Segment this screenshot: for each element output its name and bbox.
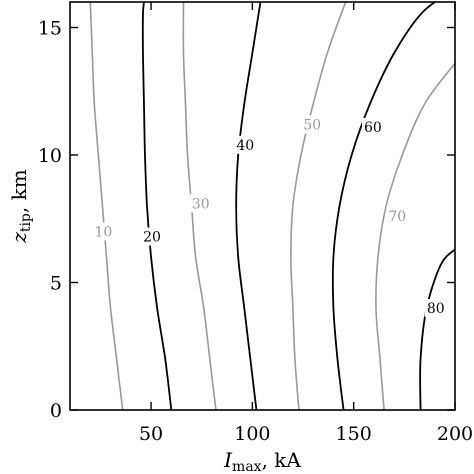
contour-label-70: 70 xyxy=(388,209,406,225)
y-axis-label-sub: tip xyxy=(18,213,34,232)
contour-line-60 xyxy=(331,2,437,410)
contour-line-50 xyxy=(290,2,347,410)
contour-label-bg-10 xyxy=(92,222,115,241)
contour-label-bg-40 xyxy=(234,135,257,154)
x-axis-label-unit: , kA xyxy=(262,448,302,472)
x-tick-label-150: 150 xyxy=(336,423,372,445)
x-axis-label-main: I xyxy=(223,448,233,472)
plot-frame xyxy=(69,1,456,411)
y-tick-label-15: 15 xyxy=(38,18,62,40)
contour-label-60: 60 xyxy=(364,120,382,136)
y-tick-label-0: 0 xyxy=(50,400,62,422)
axis-ticks xyxy=(70,2,456,411)
x-tick-label-50: 50 xyxy=(139,423,163,445)
contour-label-10: 10 xyxy=(95,225,113,241)
contour-line-10 xyxy=(89,2,124,410)
y-axis-label: ztip, km xyxy=(7,169,34,243)
tick-labels: 50 100 150 200 0 5 10 15 xyxy=(38,18,473,446)
contour-label-50: 50 xyxy=(303,117,321,133)
x-axis-label-sub: max xyxy=(232,459,262,474)
y-axis-label-main: z xyxy=(7,232,31,244)
contour-label-bg-20 xyxy=(141,227,164,246)
contour-label-bg-50 xyxy=(301,115,324,134)
contour-line-40 xyxy=(235,2,262,410)
contour-label-bg-30 xyxy=(189,194,212,213)
y-tick-label-10: 10 xyxy=(38,145,62,167)
x-axis-label: Imax, kA xyxy=(223,448,301,474)
contour-lines xyxy=(89,2,455,410)
contour-label-40: 40 xyxy=(236,138,254,154)
contour-line-80 xyxy=(419,248,455,410)
contour-labels: 10 20 30 40 50 60 70 80 xyxy=(92,115,447,317)
x-tick-label-200: 200 xyxy=(437,423,473,445)
y-tick-label-5: 5 xyxy=(50,273,62,295)
y-axis-label-unit: , km xyxy=(7,169,31,213)
contour-line-20 xyxy=(141,2,173,410)
contour-label-bg-70 xyxy=(386,207,409,226)
contour-label-30: 30 xyxy=(192,196,210,212)
x-tick-label-100: 100 xyxy=(234,423,270,445)
contour-label-bg-60 xyxy=(361,117,384,136)
contour-line-70 xyxy=(375,62,455,410)
contour-label-20: 20 xyxy=(143,230,161,246)
contour-label-bg-80 xyxy=(424,299,447,317)
contour-label-80: 80 xyxy=(427,301,445,317)
